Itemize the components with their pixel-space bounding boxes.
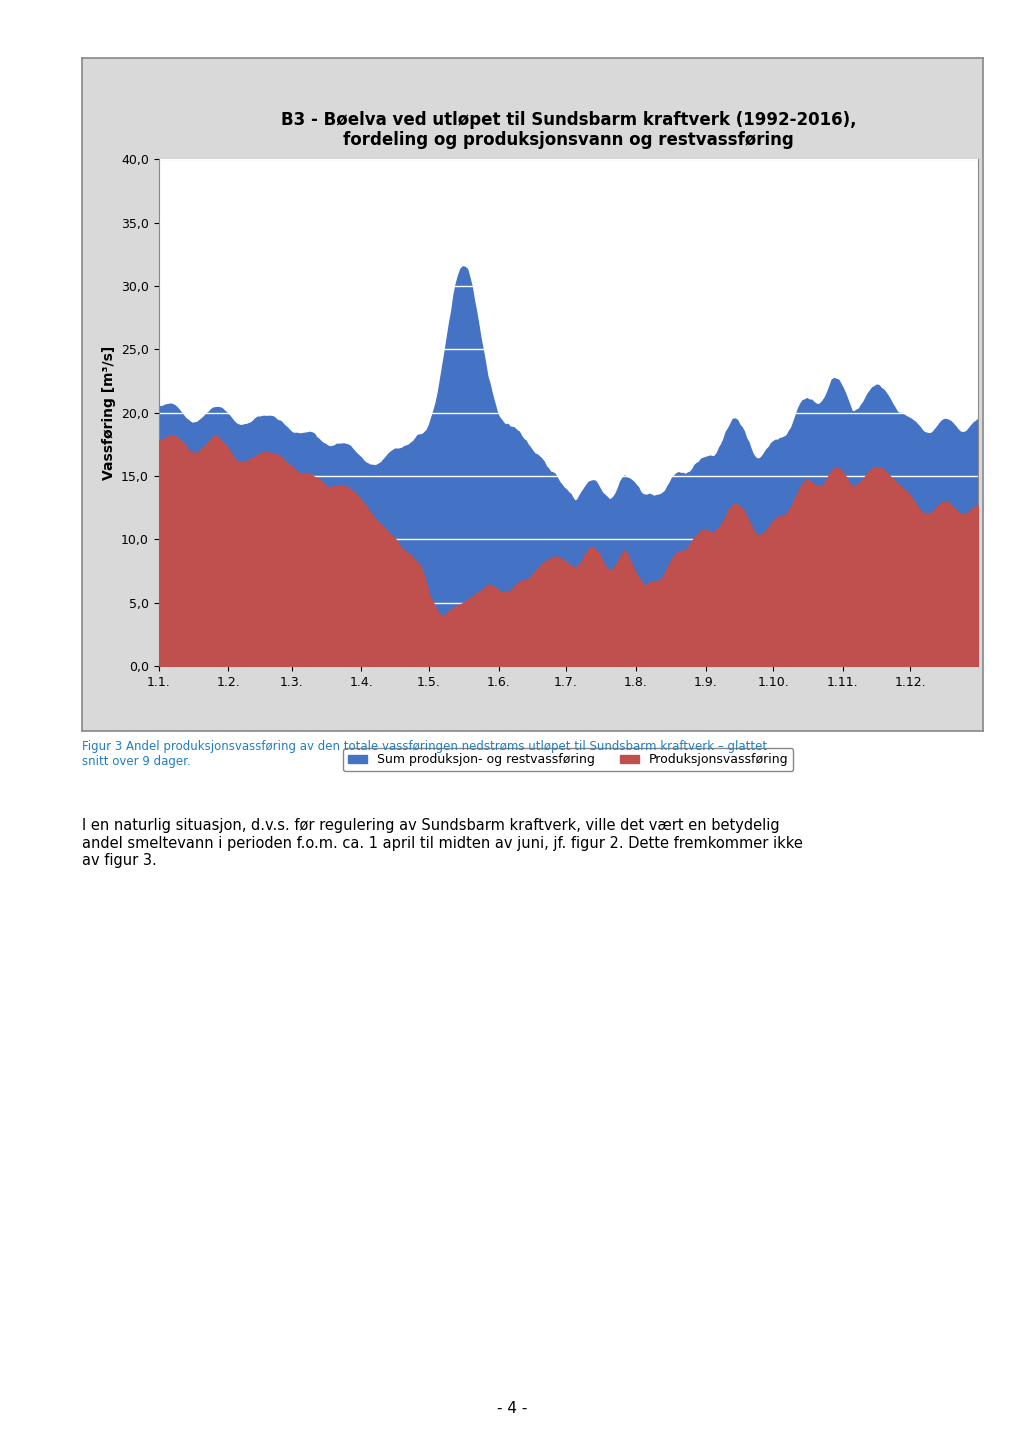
Y-axis label: Vassføring [m³/s]: Vassføring [m³/s] xyxy=(101,346,116,479)
Text: Figur 3 Andel produksjonsvassføring av den totale vassføringen nedstrøms utløpet: Figur 3 Andel produksjonsvassføring av d… xyxy=(82,740,767,767)
Title: B3 - Bøelva ved utløpet til Sundsbarm kraftverk (1992-2016),
fordeling og produk: B3 - Bøelva ved utløpet til Sundsbarm kr… xyxy=(281,110,856,149)
Text: - 4 -: - 4 - xyxy=(497,1402,527,1416)
Legend: Sum produksjon- og restvassføring, Produksjonsvassføring: Sum produksjon- og restvassføring, Produ… xyxy=(343,749,794,772)
Text: I en naturlig situasjon, d.v.s. før regulering av Sundsbarm kraftverk, ville det: I en naturlig situasjon, d.v.s. før regu… xyxy=(82,818,803,867)
